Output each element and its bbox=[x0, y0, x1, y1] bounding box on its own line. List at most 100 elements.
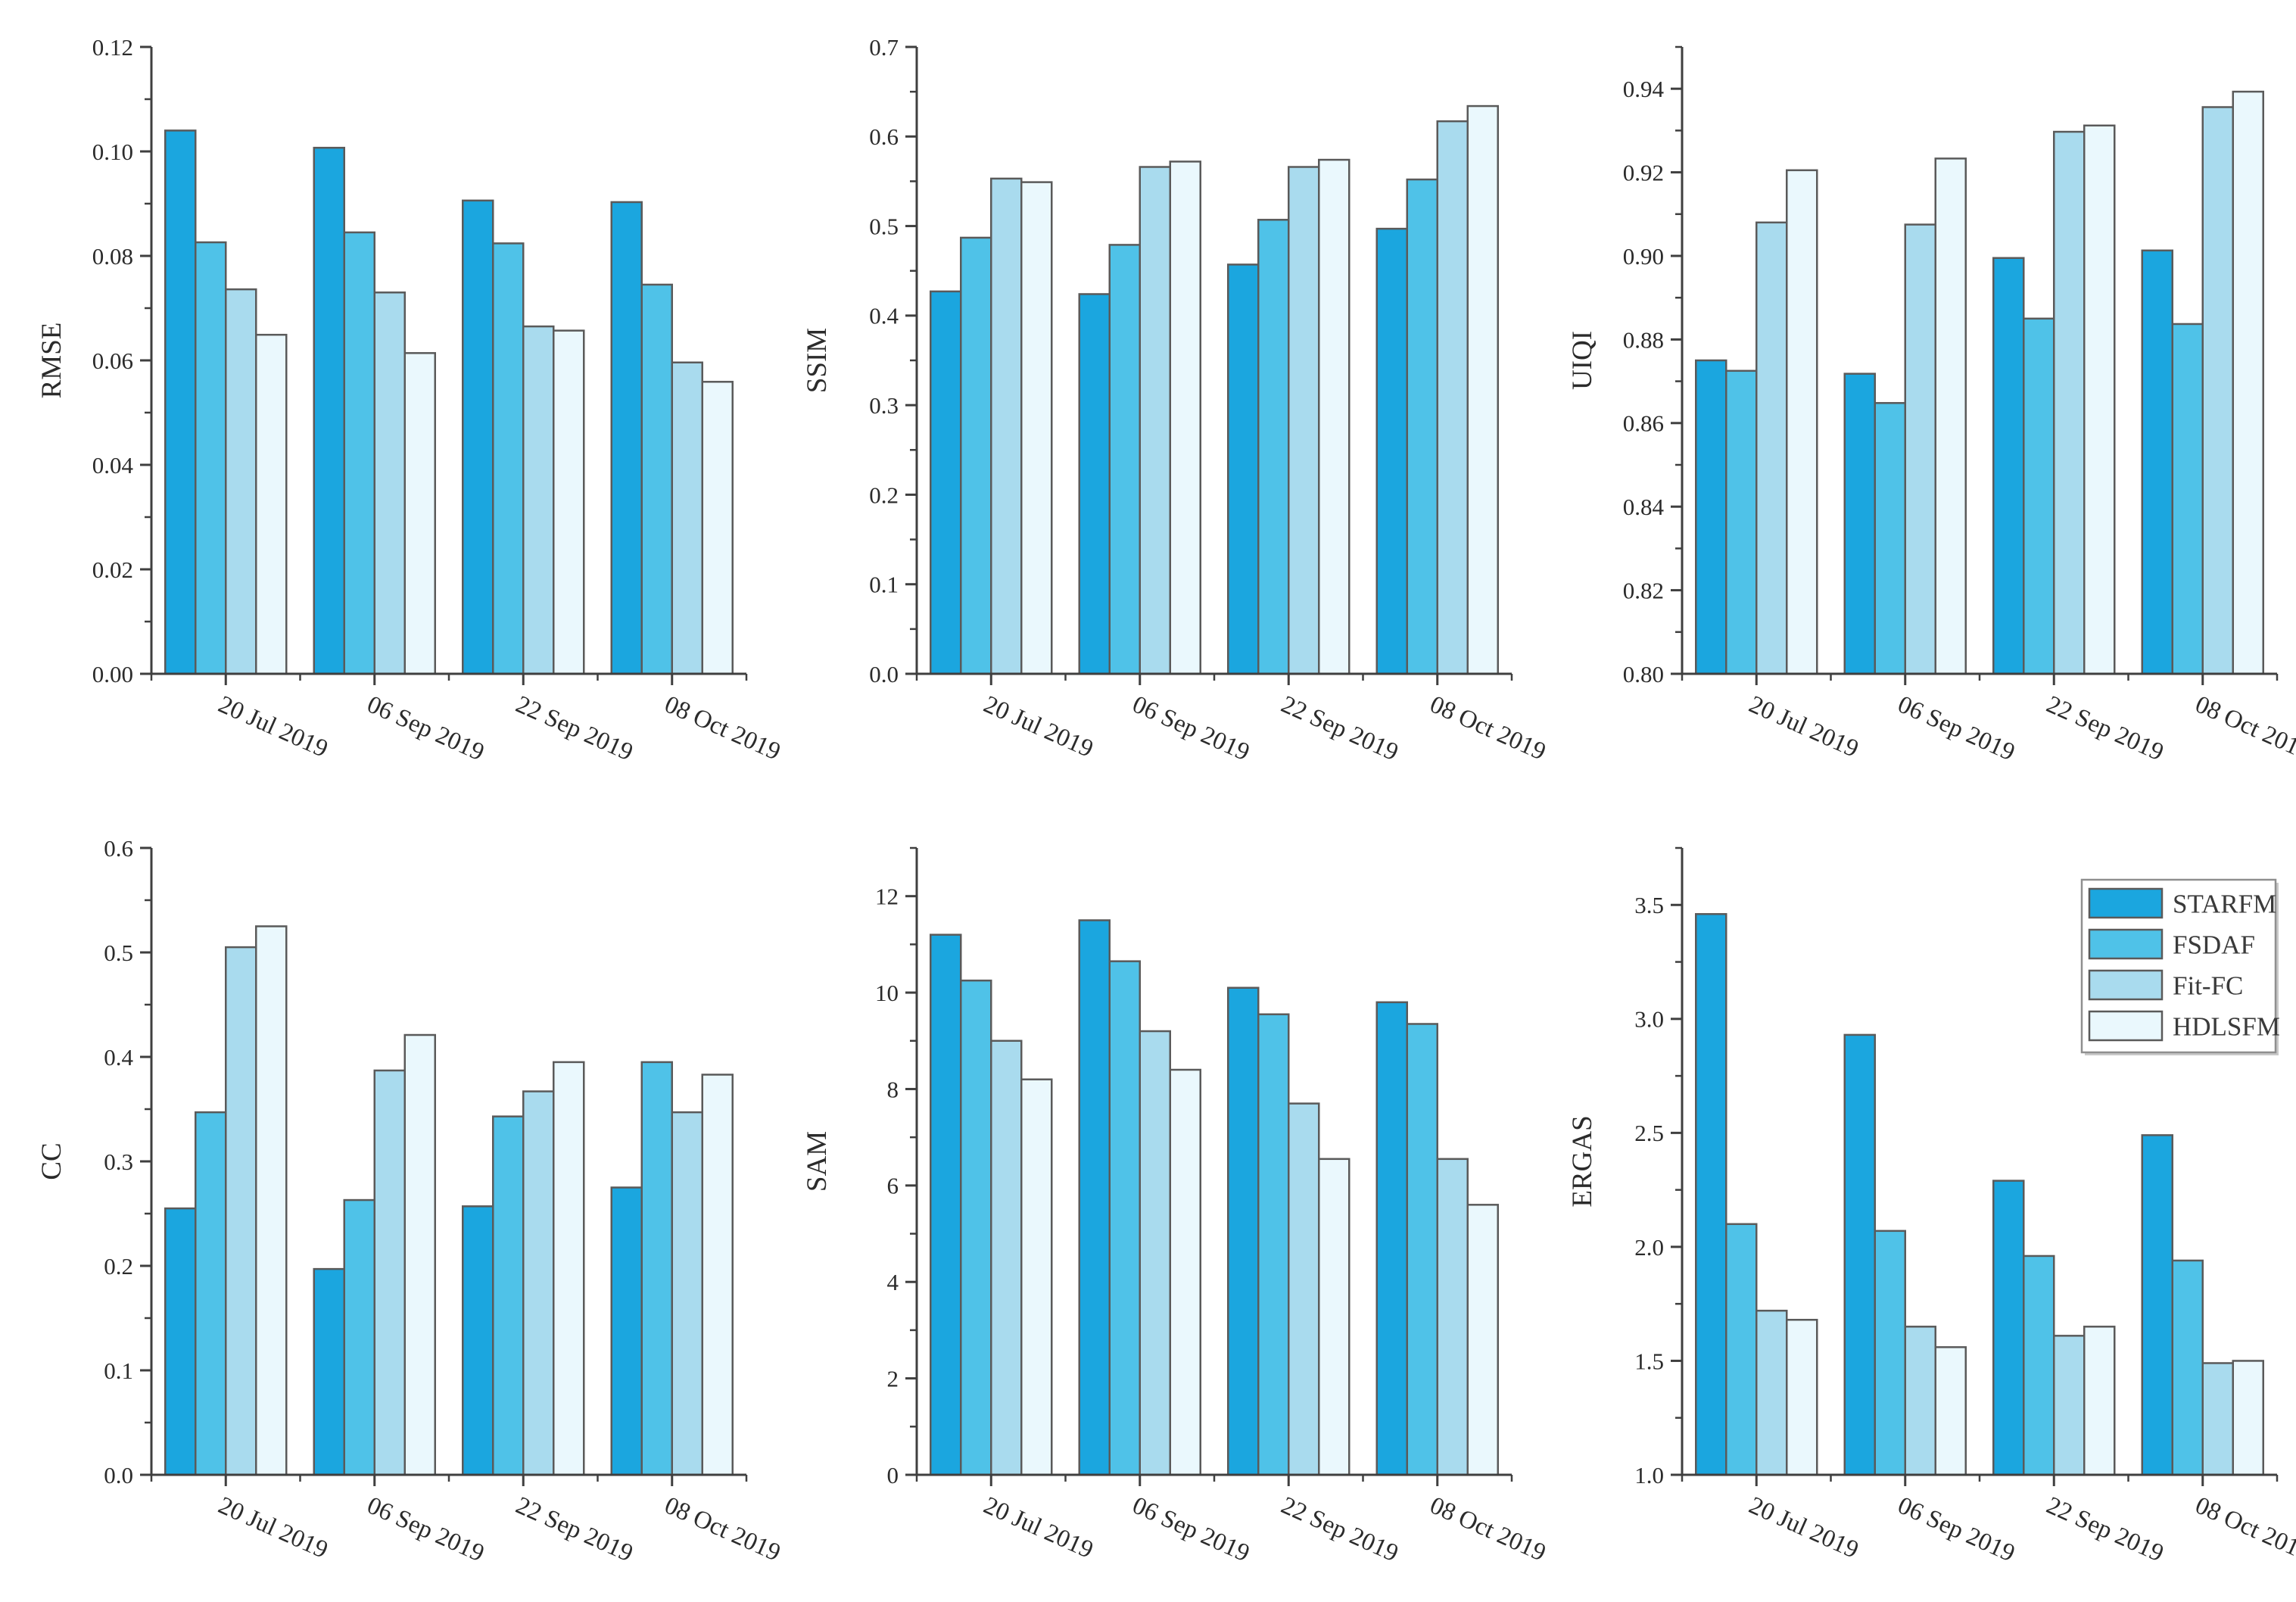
x-tick-label: 20 Jul 2019 bbox=[214, 1491, 332, 1564]
y-tick-label: 1.0 bbox=[1634, 1462, 1664, 1488]
bar-fit-fc-08-oct-2019 bbox=[1436, 1158, 1469, 1476]
bar-hdlsfm-08-oct-2019 bbox=[701, 381, 734, 675]
bar-fit-fc-20-jul-2019 bbox=[990, 177, 1023, 675]
bar-hdlsfm-06-sep-2019 bbox=[403, 1033, 436, 1476]
x-tick-label: 08 Oct 2019 bbox=[2191, 1491, 2296, 1566]
x-tick-label: 20 Jul 2019 bbox=[980, 1491, 1097, 1564]
bar-hdlsfm-06-sep-2019 bbox=[1169, 1068, 1201, 1476]
legend-label-fsdaf: FSDAF bbox=[2173, 930, 2255, 959]
bar-hdlsfm-08-oct-2019 bbox=[1466, 1204, 1499, 1476]
bar-fsdaf-06-sep-2019 bbox=[343, 1198, 375, 1476]
y-tick-label: 2 bbox=[887, 1365, 899, 1392]
bar-fsdaf-22-sep-2019 bbox=[1257, 219, 1290, 675]
bar-starfm-06-sep-2019 bbox=[313, 146, 345, 675]
y-tick-label: 0.92 bbox=[1623, 159, 1664, 185]
x-tick-label: 06 Sep 2019 bbox=[1128, 1491, 1253, 1567]
y-tick-label: 0.7 bbox=[869, 34, 899, 61]
bar-fit-fc-06-sep-2019 bbox=[1139, 1030, 1171, 1476]
bar-hdlsfm-20-jul-2019 bbox=[1020, 181, 1053, 675]
y-tick-label: 0.06 bbox=[92, 348, 133, 374]
x-tick-label: 20 Jul 2019 bbox=[1745, 1491, 1862, 1564]
x-tick-label: 22 Sep 2019 bbox=[2042, 1491, 2167, 1567]
bar-hdlsfm-06-sep-2019 bbox=[1169, 161, 1201, 675]
y-tick-label: 0.2 bbox=[104, 1253, 133, 1279]
bar-fit-fc-06-sep-2019 bbox=[1904, 1326, 1936, 1476]
bar-fsdaf-20-jul-2019 bbox=[1725, 1223, 1758, 1476]
y-tick-label: 0.08 bbox=[92, 243, 133, 270]
y-axis-title: RMSE bbox=[36, 323, 67, 399]
bar-fit-fc-20-jul-2019 bbox=[1755, 221, 1788, 675]
bar-fsdaf-22-sep-2019 bbox=[492, 1115, 525, 1476]
x-tick-label: 22 Sep 2019 bbox=[2042, 690, 2167, 766]
bar-fsdaf-22-sep-2019 bbox=[2023, 1254, 2055, 1476]
bar-hdlsfm-08-oct-2019 bbox=[1466, 104, 1499, 675]
legend-label-hdlsfm: HDLSFM bbox=[2173, 1011, 2280, 1041]
bar-fsdaf-06-sep-2019 bbox=[1108, 960, 1141, 1476]
bar-hdlsfm-06-sep-2019 bbox=[1934, 1346, 1967, 1476]
bar-fsdaf-20-jul-2019 bbox=[960, 979, 992, 1476]
y-tick-label: 0.4 bbox=[869, 303, 899, 329]
x-tick-label: 06 Sep 2019 bbox=[363, 690, 488, 766]
x-tick-label: 06 Sep 2019 bbox=[1893, 1491, 2018, 1567]
bar-fsdaf-20-jul-2019 bbox=[1725, 369, 1758, 675]
bar-fit-fc-20-jul-2019 bbox=[1755, 1309, 1788, 1476]
x-tick-label: 20 Jul 2019 bbox=[980, 690, 1097, 763]
bar-hdlsfm-20-jul-2019 bbox=[255, 333, 288, 675]
bar-starfm-20-jul-2019 bbox=[164, 1207, 197, 1476]
y-tick-label: 0.0 bbox=[104, 1462, 133, 1488]
bar-hdlsfm-08-oct-2019 bbox=[701, 1074, 734, 1476]
bar-starfm-22-sep-2019 bbox=[462, 1205, 494, 1476]
bar-fsdaf-22-sep-2019 bbox=[2023, 317, 2055, 675]
x-tick-label: 06 Sep 2019 bbox=[363, 1491, 488, 1567]
y-tick-label: 2.0 bbox=[1634, 1234, 1664, 1261]
y-tick-label: 6 bbox=[887, 1173, 899, 1199]
y-tick-label: 10 bbox=[875, 980, 899, 1006]
legend-swatch-fsdaf bbox=[2088, 928, 2164, 960]
y-tick-label: 0.3 bbox=[869, 392, 899, 419]
bar-hdlsfm-22-sep-2019 bbox=[1318, 158, 1350, 675]
y-tick-label: 3.5 bbox=[1634, 892, 1664, 918]
bar-hdlsfm-08-oct-2019 bbox=[2232, 90, 2264, 675]
y-tick-label: 0.12 bbox=[92, 34, 133, 61]
bar-fsdaf-08-oct-2019 bbox=[1406, 178, 1438, 675]
bar-fsdaf-22-sep-2019 bbox=[492, 242, 525, 675]
y-tick-label: 0.00 bbox=[92, 661, 133, 687]
x-tick-label: 20 Jul 2019 bbox=[214, 690, 332, 763]
bar-starfm-20-jul-2019 bbox=[930, 290, 962, 675]
y-tick-label: 0.04 bbox=[92, 452, 134, 478]
y-tick-label: 0.6 bbox=[104, 835, 133, 862]
bar-fit-fc-22-sep-2019 bbox=[2053, 1335, 2086, 1476]
bar-fsdaf-20-jul-2019 bbox=[195, 241, 227, 675]
bar-fit-fc-08-oct-2019 bbox=[671, 1111, 703, 1476]
bar-fit-fc-08-oct-2019 bbox=[2201, 1362, 2234, 1476]
y-axis-title: SAM bbox=[802, 1131, 833, 1192]
bar-fit-fc-20-jul-2019 bbox=[225, 946, 257, 1476]
bar-starfm-22-sep-2019 bbox=[1992, 257, 2025, 675]
bar-starfm-08-oct-2019 bbox=[1375, 1001, 1408, 1476]
y-tick-label: 0.2 bbox=[869, 482, 899, 508]
y-axis-title: CC bbox=[36, 1142, 67, 1180]
legend-label-starfm: STARFM bbox=[2173, 889, 2276, 918]
bar-fsdaf-20-jul-2019 bbox=[960, 236, 992, 675]
y-axis-title: ERGAS bbox=[1567, 1115, 1598, 1207]
bar-hdlsfm-22-sep-2019 bbox=[1318, 1158, 1350, 1476]
y-tick-label: 12 bbox=[875, 884, 899, 910]
legend-swatch-hdlsfm bbox=[2088, 1010, 2164, 1042]
y-tick-label: 0.86 bbox=[1623, 410, 1664, 437]
bar-starfm-22-sep-2019 bbox=[1227, 986, 1260, 1476]
bar-hdlsfm-06-sep-2019 bbox=[1934, 157, 1967, 675]
bar-fit-fc-08-oct-2019 bbox=[2201, 106, 2234, 675]
bar-starfm-06-sep-2019 bbox=[1843, 372, 1876, 675]
bar-fit-fc-20-jul-2019 bbox=[990, 1039, 1023, 1476]
bar-starfm-22-sep-2019 bbox=[1227, 263, 1260, 675]
y-axis-title: UIQI bbox=[1567, 331, 1598, 390]
y-tick-label: 0.0 bbox=[869, 661, 899, 687]
bar-starfm-20-jul-2019 bbox=[1695, 913, 1727, 1476]
y-tick-label: 0.80 bbox=[1623, 661, 1664, 687]
y-axis-title: SSIM bbox=[802, 328, 833, 393]
y-tick-label: 3.0 bbox=[1634, 1006, 1664, 1033]
y-tick-label: 8 bbox=[887, 1076, 899, 1102]
y-tick-label: 0.82 bbox=[1623, 577, 1664, 603]
bar-hdlsfm-06-sep-2019 bbox=[403, 352, 436, 675]
